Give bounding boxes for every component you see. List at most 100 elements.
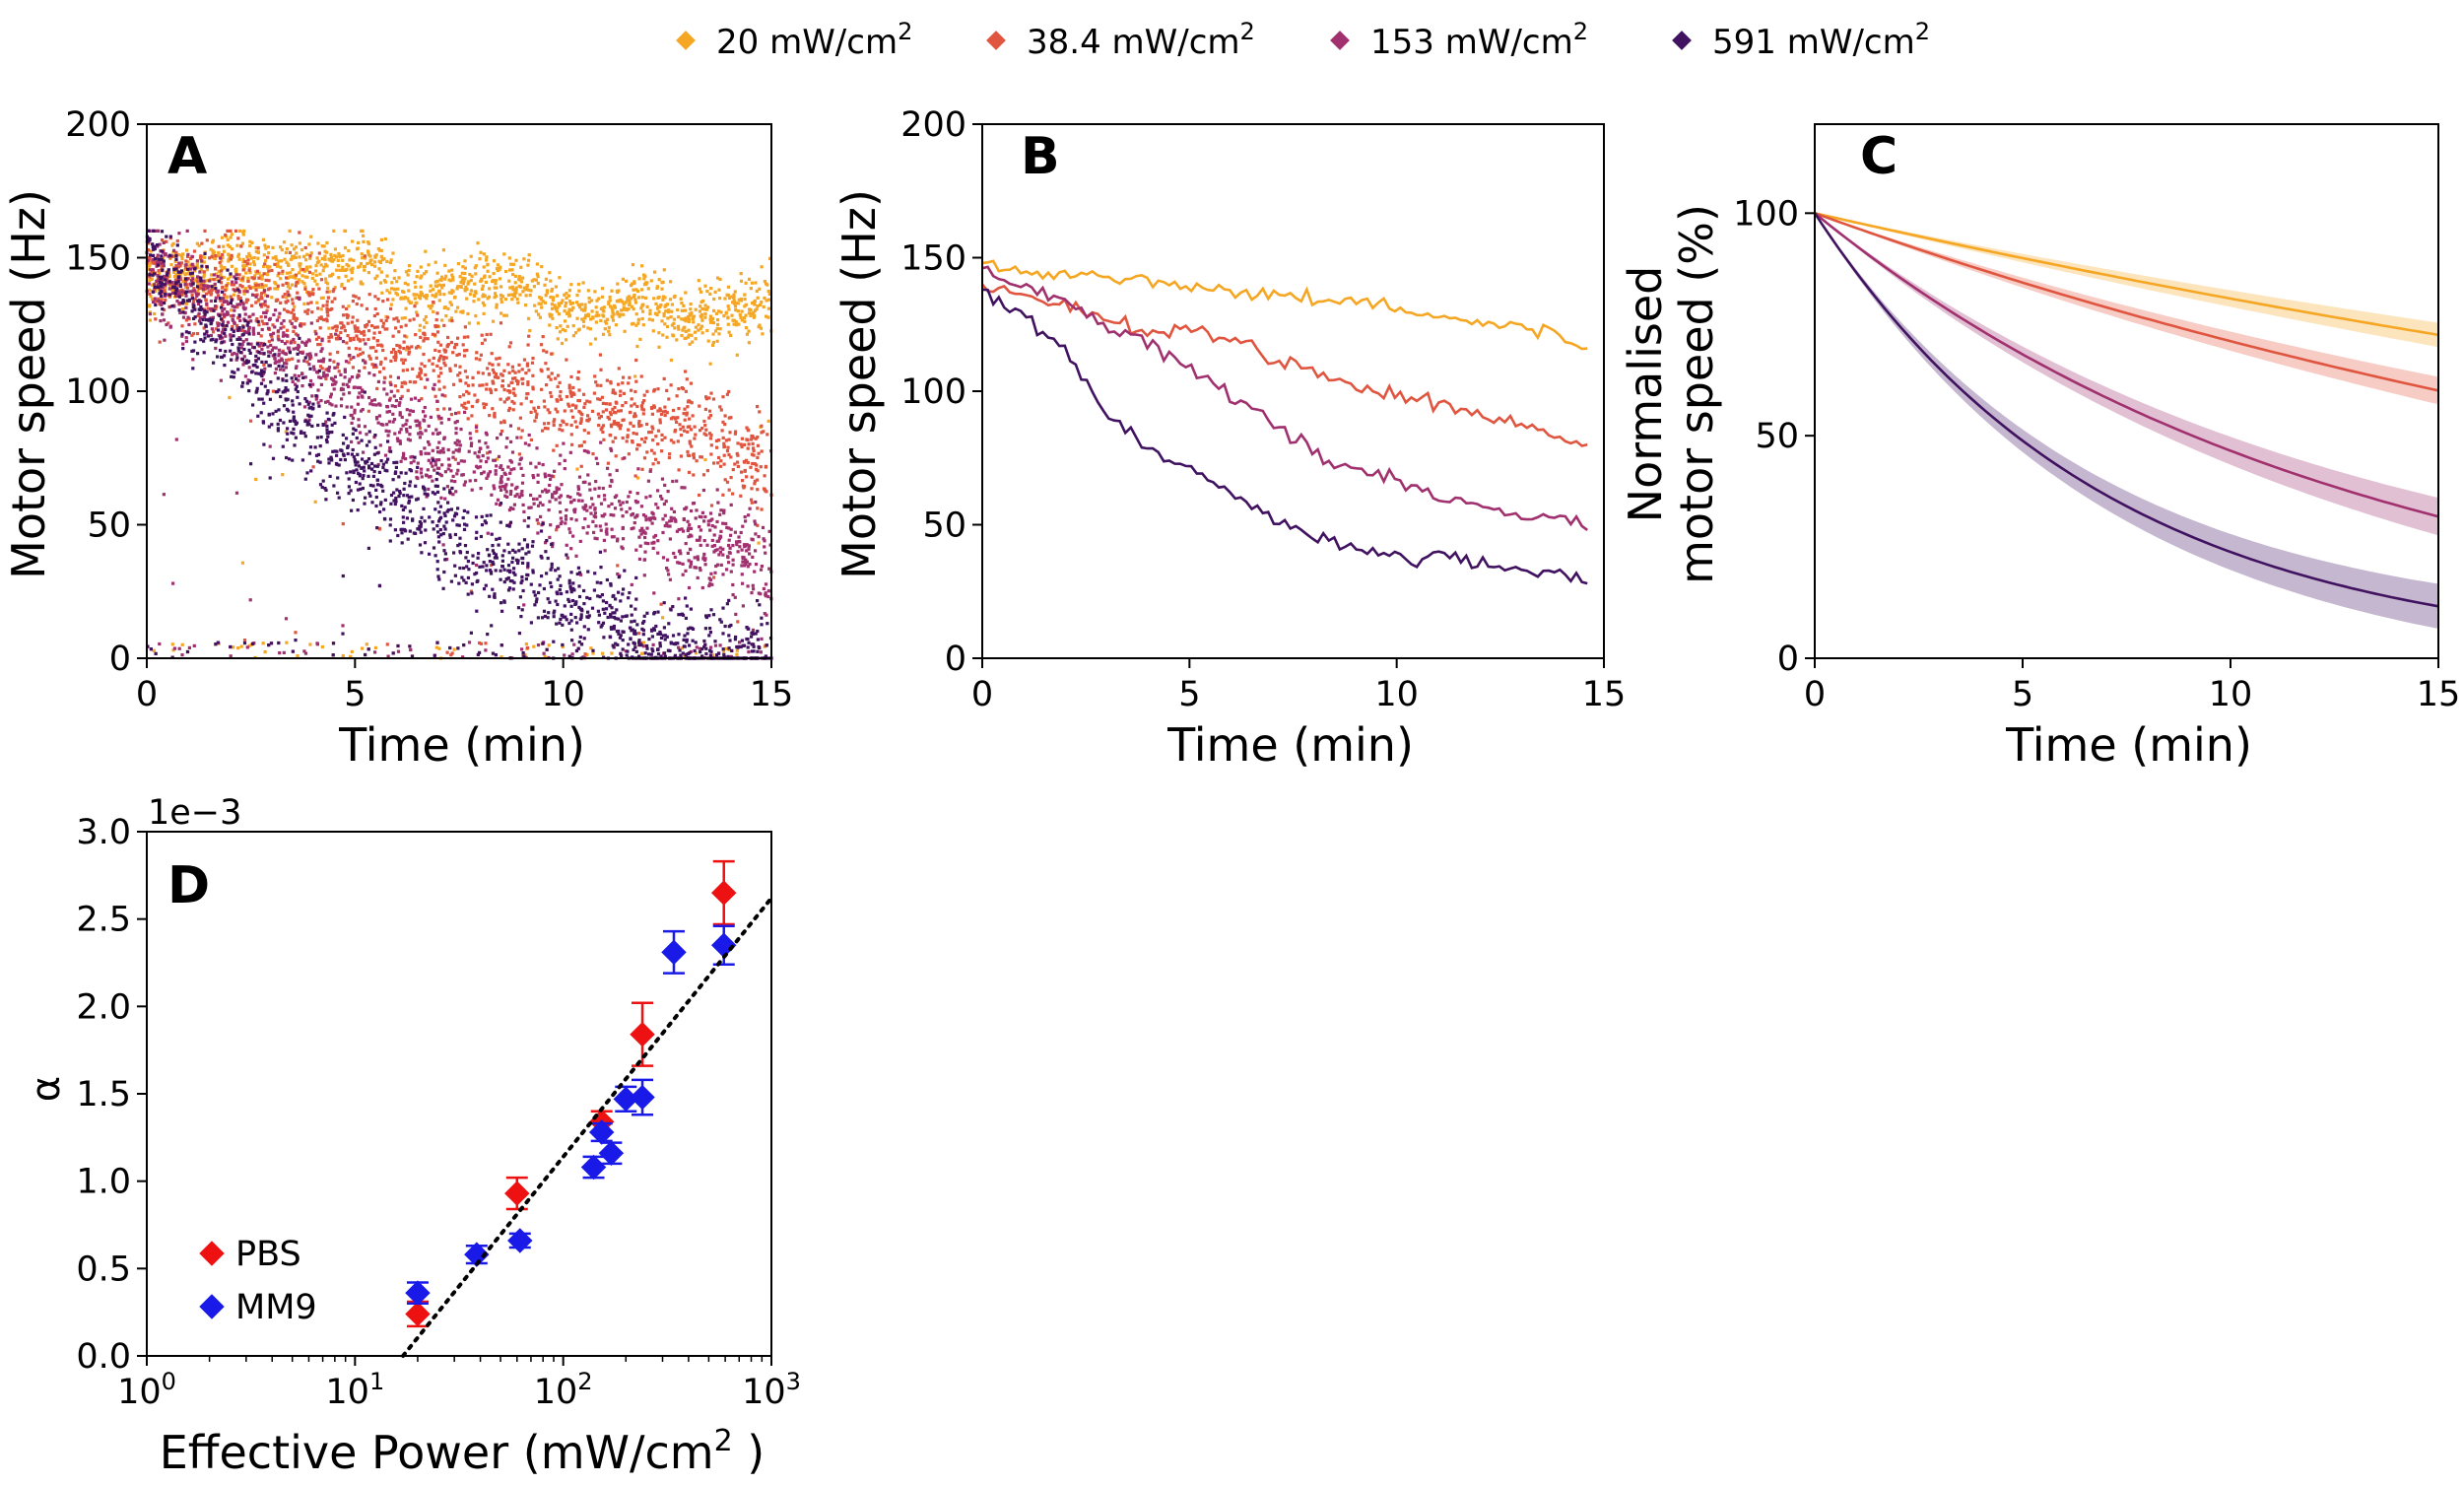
panel-a-point (660, 449, 664, 453)
panel-a-point (458, 395, 462, 399)
panel-a-point (648, 308, 652, 312)
panel-a-point (378, 443, 382, 447)
panel-a-point (294, 382, 298, 386)
panel-a-point (570, 652, 574, 656)
panel-a-point (635, 476, 640, 480)
panel-a-point (162, 240, 166, 244)
panel-a-point (585, 531, 589, 535)
panel-a-point (571, 305, 575, 309)
panel-a-point (469, 443, 473, 447)
panel-a-point (555, 326, 559, 330)
panel-a-point (437, 646, 441, 650)
panel-a-point (226, 320, 231, 324)
panel-a-point (741, 484, 745, 488)
panel-a-point (321, 269, 325, 273)
panel-a-point (535, 518, 539, 522)
panel-a-point (267, 354, 271, 358)
panel-a-point (589, 646, 593, 650)
panel-a-point (189, 279, 194, 283)
panel-a-point (722, 441, 726, 445)
panel-a-point (415, 293, 419, 297)
panel-a-point (474, 314, 478, 318)
panel-a-point (413, 281, 417, 285)
panel-a-point (703, 312, 707, 316)
panel-a-point (638, 544, 642, 548)
panel-a-point (579, 443, 583, 447)
panel-a-point (462, 393, 466, 397)
panel-a-point (517, 452, 521, 456)
panel-a-point (464, 580, 468, 584)
panel-a-point (510, 365, 514, 369)
panel-a-point (341, 624, 345, 628)
panel-a-point (645, 304, 649, 308)
panel-a-point (475, 464, 479, 468)
panel-a-point (285, 362, 289, 366)
panel-a-point (753, 314, 757, 318)
panel-a-point (550, 474, 554, 478)
panel-a-point (386, 298, 390, 302)
panel-a-point (671, 416, 675, 420)
panel-a-point (401, 290, 405, 294)
panel-a-point (485, 382, 489, 386)
panel-a-point (564, 319, 567, 323)
panel-a-point (196, 289, 200, 293)
panel-a-point (463, 289, 467, 293)
panel-a-point (324, 277, 328, 281)
panel-a-point (439, 421, 443, 425)
panel-a-point (336, 366, 340, 370)
panel-a-point (718, 550, 723, 554)
panel-a-point (252, 346, 256, 350)
panel-a-point (685, 413, 689, 417)
panel-a-point (568, 584, 572, 588)
panel-a-point (343, 246, 348, 250)
panel-a-point (448, 645, 452, 650)
panel-a-point (494, 372, 498, 376)
panel-a-point (763, 545, 766, 549)
panel-a-point (257, 298, 261, 302)
panel-a-point (254, 245, 258, 249)
panel-a-point (310, 424, 314, 428)
panel-a-point (591, 519, 595, 523)
panel-a-point (711, 397, 716, 401)
panel-a-point (347, 304, 351, 308)
panel-a-point (687, 328, 691, 332)
panel-a-point (356, 375, 360, 379)
panel-a-point (473, 282, 477, 286)
panel-a-point (741, 557, 745, 561)
panel-a-point (712, 533, 716, 537)
panel-a-point (566, 310, 570, 314)
panel-a-point (157, 257, 161, 261)
panel-a-point (238, 229, 242, 233)
panel-a-point (344, 268, 348, 272)
panel-a-point (506, 542, 510, 546)
panel-a-point (361, 486, 365, 491)
panel-a-point (388, 260, 392, 264)
panel-a-point (755, 289, 759, 293)
panel-a-point (195, 294, 199, 298)
panel-a-point (487, 372, 492, 376)
panel-a-point (632, 307, 635, 311)
panel-a-point (637, 639, 641, 642)
panel-a-point (612, 624, 616, 629)
panel-a-point (577, 399, 582, 403)
panel-a-point (723, 414, 727, 418)
panel-a-point (527, 433, 531, 438)
panel-a-point (372, 373, 376, 377)
panel-a-point (376, 298, 380, 302)
panel-a-point (475, 571, 479, 575)
panel-a-point (729, 476, 733, 480)
panel-a-point (232, 645, 235, 649)
panel-a-point (544, 550, 548, 554)
panel-a-point (632, 424, 635, 428)
panel-a-point (656, 551, 660, 555)
panel-a-point (166, 254, 170, 258)
panel-a-point (719, 508, 723, 512)
panel-a-point (469, 289, 473, 293)
panel-a-point (291, 357, 295, 361)
panel-a-point (567, 581, 571, 585)
panel-a-point (368, 483, 372, 488)
panel-a-point (199, 254, 203, 258)
panel-a-point (153, 283, 157, 287)
panel-a-point (237, 257, 241, 261)
panel-a-point (382, 387, 386, 391)
